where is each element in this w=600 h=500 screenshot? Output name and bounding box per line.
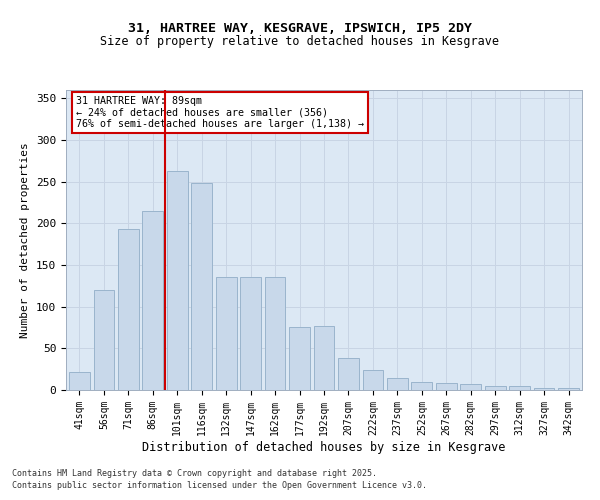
Bar: [314, 326, 334, 390]
Text: Size of property relative to detached houses in Kesgrave: Size of property relative to detached ho…: [101, 35, 499, 48]
Bar: [69, 372, 90, 390]
Bar: [289, 326, 310, 390]
Bar: [216, 276, 236, 390]
Bar: [534, 388, 554, 390]
Bar: [240, 276, 261, 390]
Bar: [436, 384, 457, 390]
Bar: [118, 229, 139, 390]
Bar: [387, 378, 408, 390]
Text: Contains public sector information licensed under the Open Government Licence v3: Contains public sector information licen…: [12, 481, 427, 490]
Bar: [558, 388, 579, 390]
Y-axis label: Number of detached properties: Number of detached properties: [20, 142, 31, 338]
Bar: [191, 184, 212, 390]
Bar: [167, 171, 188, 390]
Bar: [460, 384, 481, 390]
Bar: [142, 211, 163, 390]
Text: 31 HARTREE WAY: 89sqm
← 24% of detached houses are smaller (356)
76% of semi-det: 31 HARTREE WAY: 89sqm ← 24% of detached …: [76, 96, 364, 129]
Bar: [412, 382, 432, 390]
Bar: [265, 276, 286, 390]
Bar: [94, 290, 114, 390]
Bar: [338, 358, 359, 390]
Bar: [362, 370, 383, 390]
Text: Contains HM Land Registry data © Crown copyright and database right 2025.: Contains HM Land Registry data © Crown c…: [12, 468, 377, 477]
Bar: [509, 386, 530, 390]
Bar: [485, 386, 506, 390]
X-axis label: Distribution of detached houses by size in Kesgrave: Distribution of detached houses by size …: [142, 440, 506, 454]
Text: 31, HARTREE WAY, KESGRAVE, IPSWICH, IP5 2DY: 31, HARTREE WAY, KESGRAVE, IPSWICH, IP5 …: [128, 22, 472, 36]
